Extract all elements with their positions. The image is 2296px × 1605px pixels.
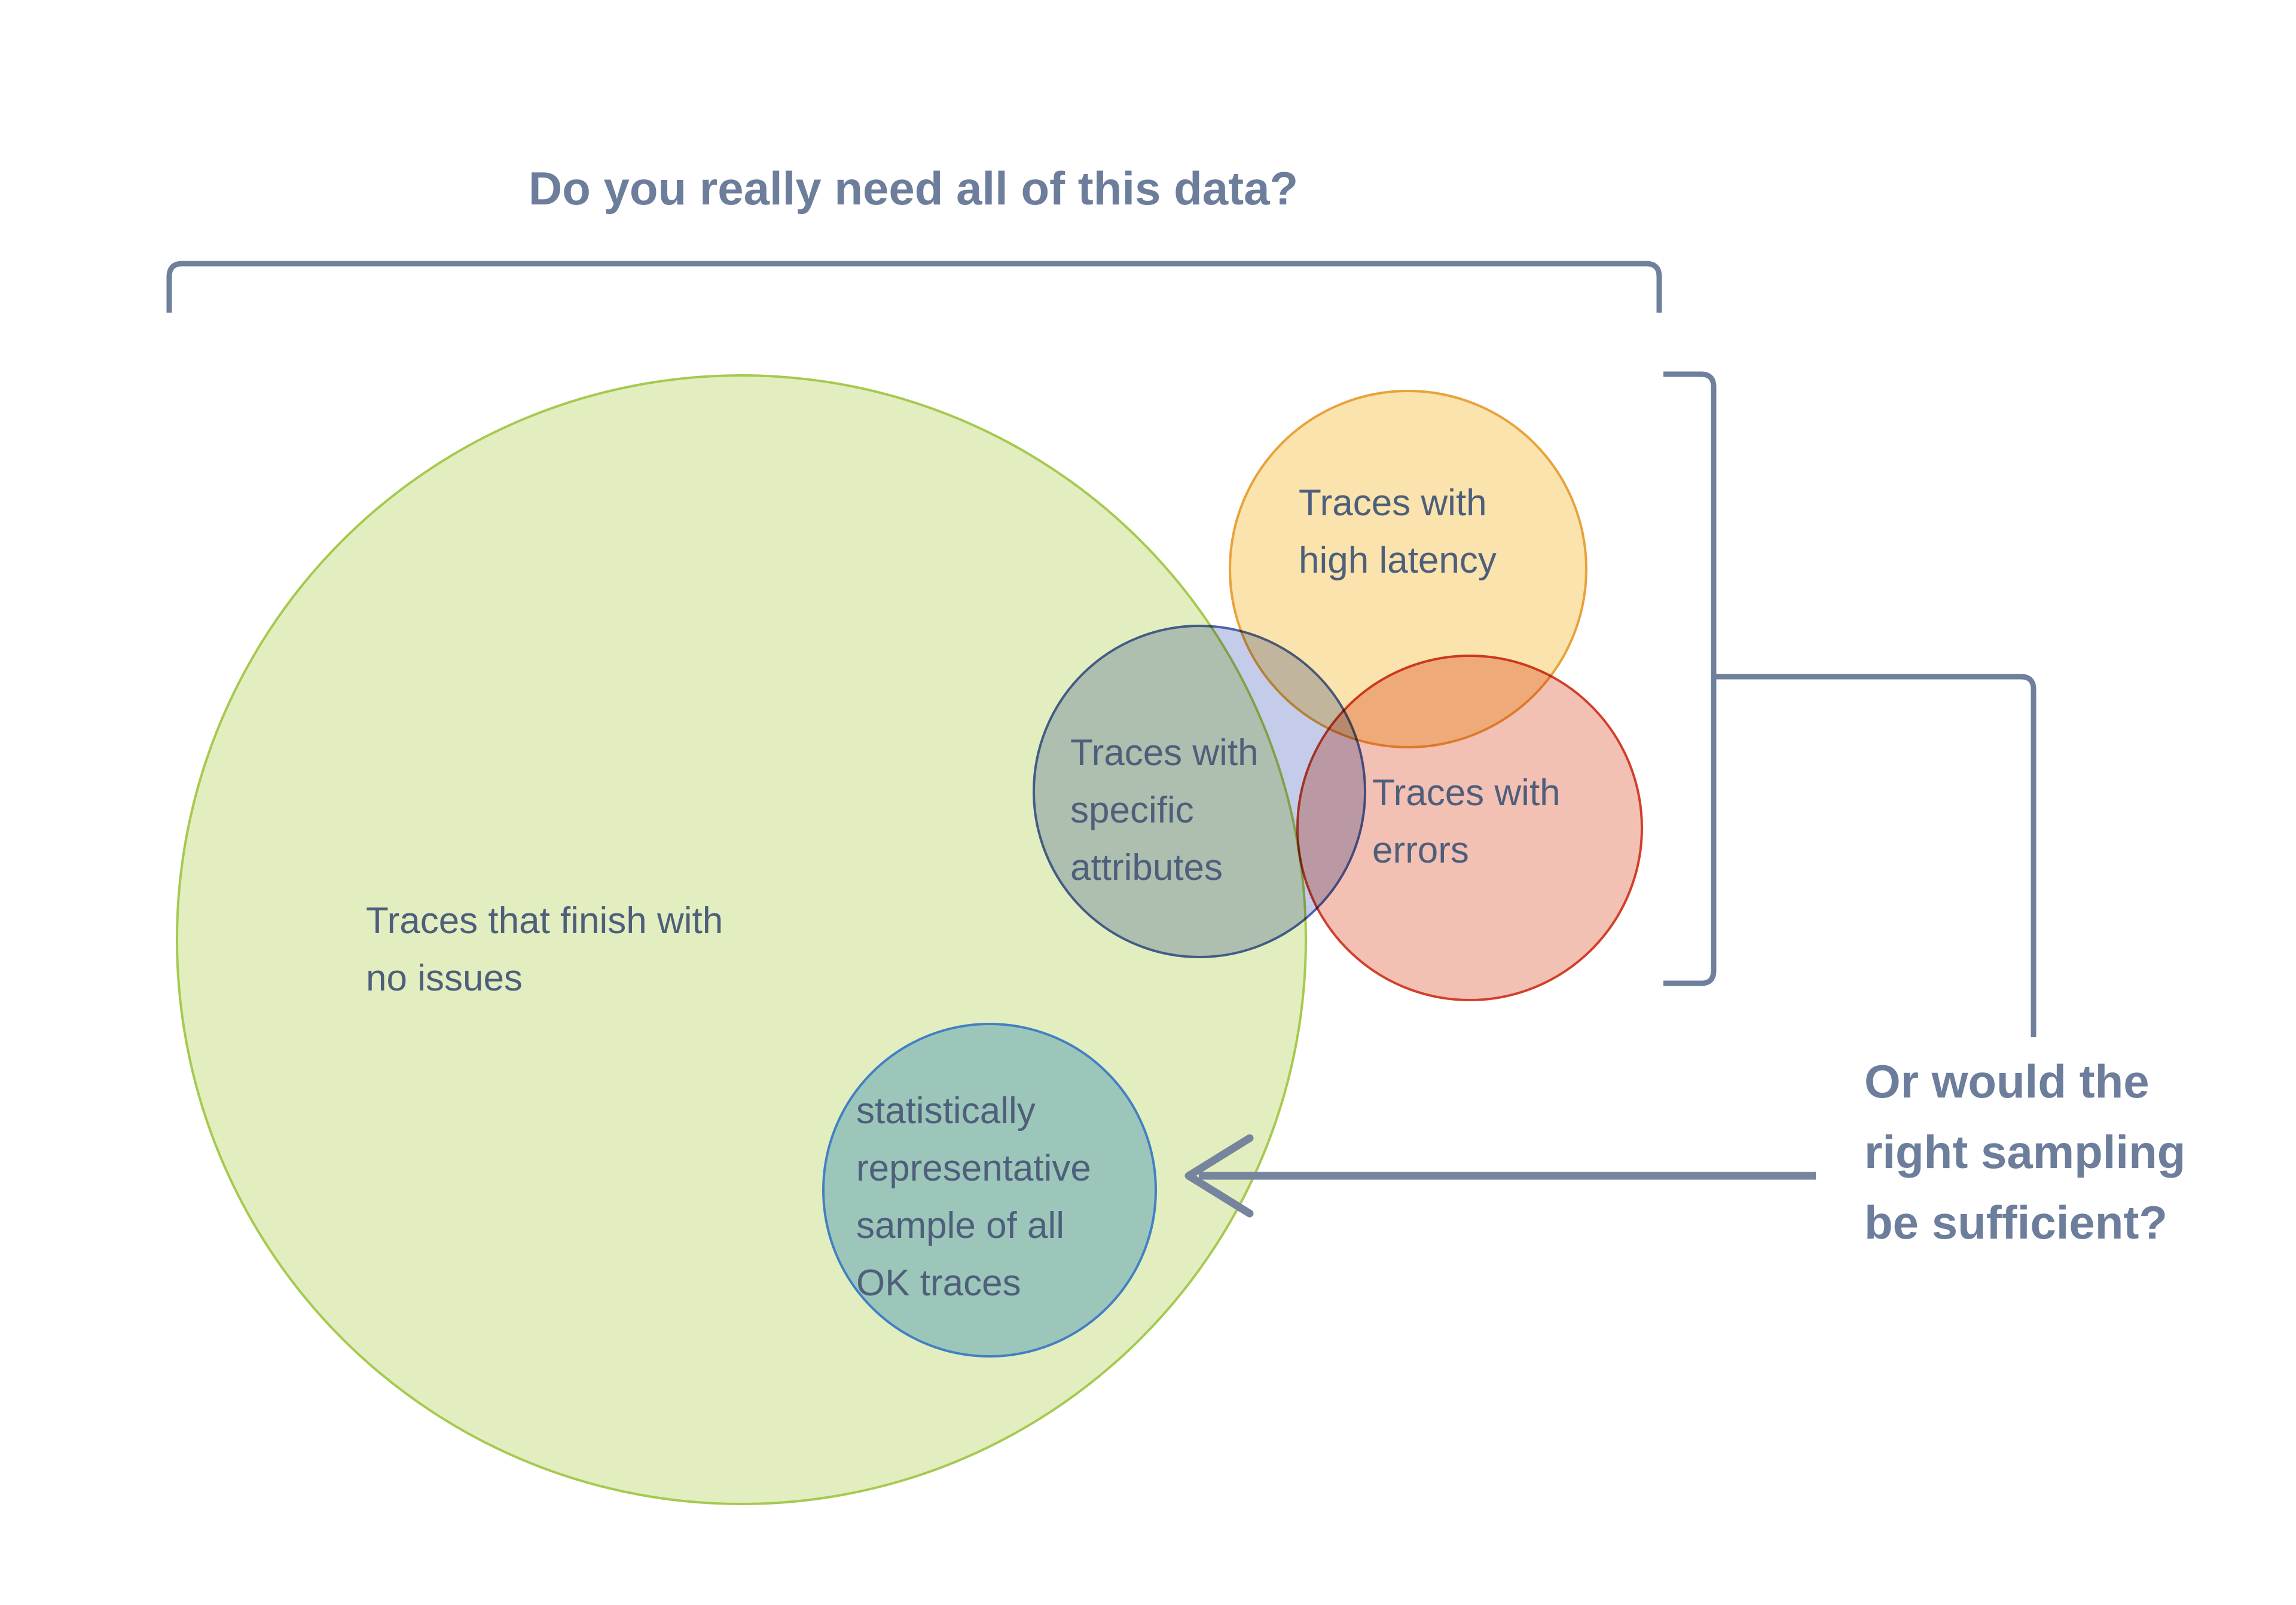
label-line: errors: [1372, 830, 1469, 871]
label-line: Traces with: [1372, 772, 1561, 814]
label-line: representative: [856, 1148, 1091, 1189]
label-line: no issues: [366, 958, 523, 999]
sampling-question-line-2: right sampling: [1864, 1126, 2186, 1178]
circle-statistical-sample: [822, 1023, 1157, 1358]
label-line: OK traces: [856, 1262, 1021, 1304]
sampling-question-line-3: be sufficient?: [1864, 1196, 2168, 1249]
circle-traces-no-issues: [176, 374, 1307, 1505]
label-traces-high-latency: Traces with high latency: [1299, 475, 1497, 589]
label-line: Traces that finish with: [366, 900, 723, 941]
label-traces-errors: Traces with errors: [1372, 765, 1561, 879]
label-line: Traces with: [1299, 482, 1487, 524]
diagram-title: Do you really need all of this data?: [528, 162, 1299, 215]
circle-traces-specific-attributes: [1033, 625, 1366, 958]
label-traces-specific-attributes: Traces with specific attributes: [1070, 724, 1259, 897]
label-line: Traces with: [1070, 732, 1259, 774]
sampling-question-line-1: Or would the: [1864, 1055, 2150, 1108]
label-statistical-sample: statistically representative sample of a…: [856, 1083, 1091, 1312]
label-line: statistically: [856, 1090, 1036, 1132]
sampling-question-text: Or would the right sampling be sufficien…: [1864, 1046, 2185, 1258]
label-line: sample of all: [856, 1205, 1065, 1246]
label-line: high latency: [1299, 540, 1497, 581]
label-line: attributes: [1070, 847, 1223, 888]
label-traces-no-issues: Traces that finish with no issues: [366, 892, 723, 1007]
label-line: specific: [1070, 790, 1194, 831]
